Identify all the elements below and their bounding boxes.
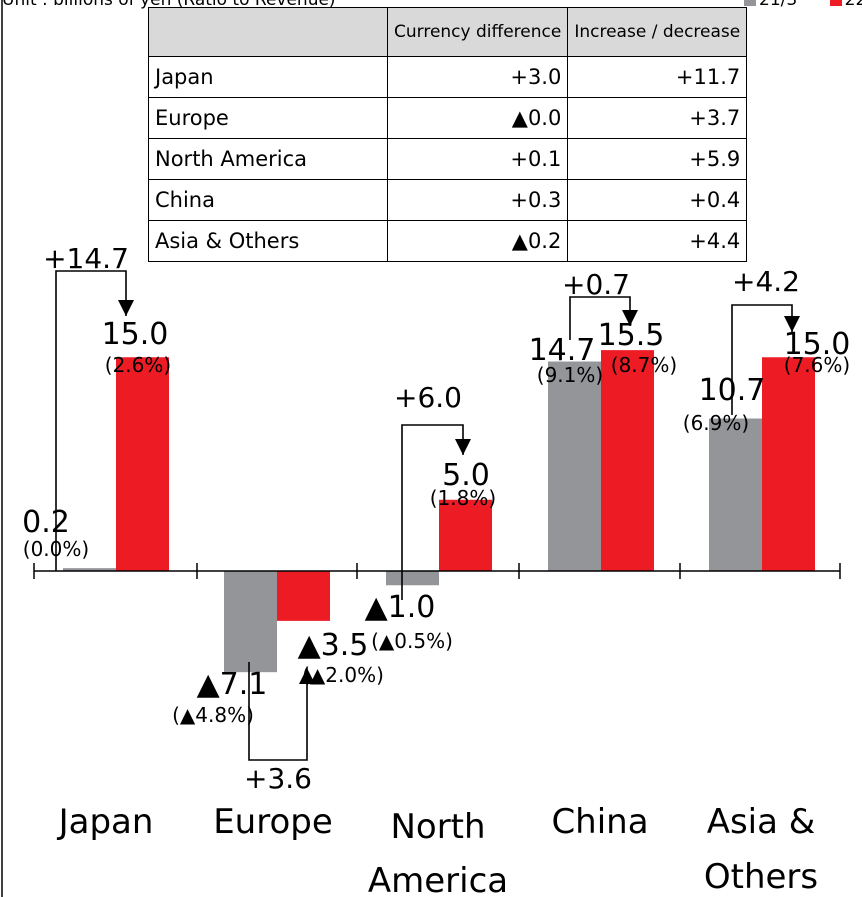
- ratio-label-22-3-1: (▲2.0%): [302, 663, 384, 687]
- category-label-4-1: Others: [704, 857, 818, 897]
- value-label-21-3-4: 10.7: [699, 373, 766, 408]
- legend-item-22-3: 22/3: [829, 0, 862, 10]
- table-cell-currency: +0.3: [386, 179, 569, 221]
- table-cell-currency: ▲0.0: [386, 97, 569, 139]
- table-cell-change: +4.4: [567, 220, 748, 262]
- bar-21-3-0: [63, 568, 116, 571]
- table-cell-currency: +3.0: [386, 56, 569, 98]
- value-label-21-3-0: 0.2: [22, 505, 70, 540]
- bar-21-3-1: [224, 571, 277, 673]
- bar-21-3-2: [386, 571, 439, 586]
- legend: 21/3 22/3: [744, 0, 862, 10]
- table-cell-currency: ▲0.2: [386, 220, 569, 262]
- table-cell-region: Europe: [148, 97, 388, 139]
- table-cell-change: +0.4: [567, 179, 748, 221]
- change-label-0: +14.7: [43, 242, 129, 275]
- ratio-label-21-3-3: (9.1%): [537, 363, 603, 387]
- arrow-change-europe-head: [299, 668, 315, 684]
- value-label-22-3-0: 15.0: [102, 317, 169, 352]
- change-label-4: +4.2: [732, 265, 800, 298]
- table-row: Japan +3.0 +11.7: [148, 56, 748, 98]
- bar-21-3-4: [709, 418, 762, 571]
- arrow-change-asia-head: [784, 316, 800, 332]
- legend-label-22-3: 22/3: [844, 0, 862, 10]
- ratio-label-21-3-0: (0.0%): [23, 537, 89, 561]
- arrow-change-china-head: [622, 310, 638, 326]
- ratio-label-22-3-4: (7.6%): [784, 353, 850, 377]
- legend-label-21-3: 21/3: [759, 0, 798, 10]
- table-row: Asia & Others ▲0.2 +4.4: [148, 220, 748, 262]
- change-label-3: +0.7: [562, 268, 630, 301]
- category-label-2-0: North: [390, 807, 485, 847]
- table-header-change: Increase / decrease: [567, 7, 748, 57]
- category-label-1-0: Europe: [213, 802, 333, 842]
- ratio-label-21-3-2: (▲0.5%): [371, 629, 453, 653]
- legend-swatch-22-3: [829, 0, 842, 6]
- currency-table: Currency difference Increase / decrease …: [148, 7, 748, 262]
- value-label-22-3-1: ▲3.5: [298, 628, 369, 663]
- value-label-21-3-1: ▲7.1: [197, 667, 268, 702]
- table-header-blank: [148, 7, 388, 57]
- table-row: North America +0.1 +5.9: [148, 138, 748, 180]
- legend-item-21-3: 21/3: [744, 0, 797, 10]
- bar-22-3-4: [762, 357, 815, 571]
- ratio-label-21-3-1: (▲4.8%): [172, 703, 254, 727]
- change-label-1: +3.6: [244, 762, 312, 795]
- value-label-22-3-3: 15.5: [598, 318, 665, 353]
- legend-swatch-21-3: [744, 0, 756, 6]
- bar-22-3-2: [439, 499, 492, 571]
- arrow-change-japan-head: [118, 300, 134, 316]
- table-cell-region: North America: [148, 138, 388, 180]
- bar-22-3-0: [116, 357, 169, 571]
- arrow-change-europe: [248, 662, 308, 761]
- ratio-label-22-3-3: (8.7%): [611, 353, 677, 377]
- table-cell-change: +5.9: [567, 138, 748, 180]
- arrow-change-north-america-head: [455, 439, 471, 455]
- value-label-21-3-2: ▲1.0: [365, 590, 436, 625]
- table-header-currency: Currency difference: [386, 7, 569, 57]
- bar-22-3-3: [601, 350, 654, 571]
- table-row: Europe ▲0.0 +3.7: [148, 97, 748, 139]
- value-label-22-3-2: 5.0: [442, 458, 490, 493]
- category-label-4-0: Asia &: [707, 802, 816, 842]
- category-label-2-1: America: [368, 861, 508, 897]
- ratio-label-22-3-0: (2.6%): [105, 353, 171, 377]
- ratio-label-21-3-4: (6.9%): [683, 411, 749, 435]
- arrow-change-japan: [55, 270, 127, 571]
- bar-22-3-1: [277, 571, 330, 621]
- table-cell-currency: +0.1: [386, 138, 569, 180]
- ratio-label-22-3-2: (1.8%): [430, 486, 496, 510]
- table-row: China +0.3 +0.4: [148, 179, 748, 221]
- category-label-3-0: China: [551, 802, 648, 842]
- table-cell-region: China: [148, 179, 388, 221]
- category-label-0-0: Japan: [57, 802, 154, 842]
- value-label-22-3-4: 15.0: [784, 327, 851, 362]
- value-label-21-3-3: 14.7: [529, 333, 596, 368]
- unit-note: Unit : billions of yen (Ratio to Revenue…: [2, 0, 336, 10]
- table-cell-change: +3.7: [567, 97, 748, 139]
- table-header-row: Currency difference Increase / decrease: [148, 7, 748, 57]
- change-label-2: +6.0: [394, 381, 462, 414]
- bar-21-3-3: [548, 361, 601, 571]
- table-cell-region: Japan: [148, 56, 388, 98]
- table-cell-region: Asia & Others: [148, 220, 388, 262]
- table-cell-change: +11.7: [567, 56, 748, 98]
